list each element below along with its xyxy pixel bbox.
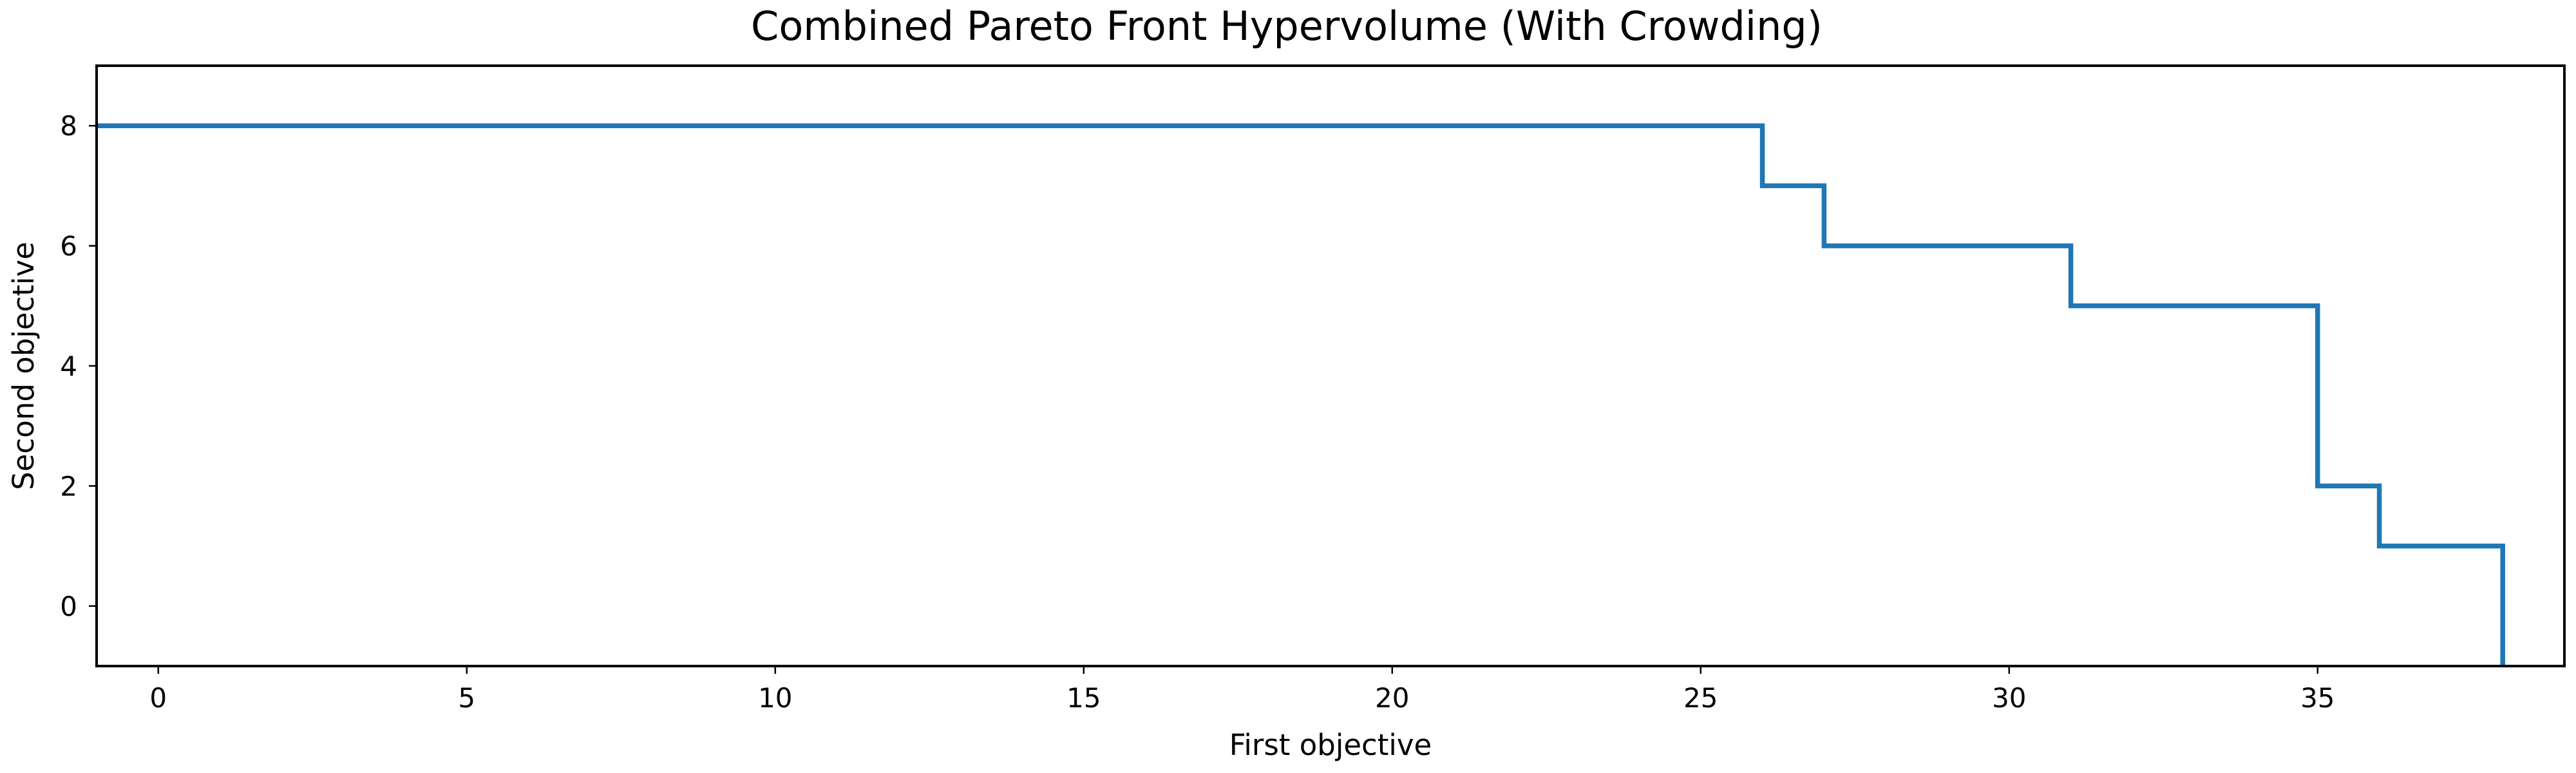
x-tick-label: 0 xyxy=(149,682,167,714)
series-layer xyxy=(97,123,2505,666)
x-axis-label: First objective xyxy=(1229,728,1432,762)
x-tick-label: 15 xyxy=(1066,682,1101,714)
x-tick-label: 30 xyxy=(1992,682,2026,714)
y-tick-label: 0 xyxy=(60,591,77,622)
y-axis-ticks: 0 2 4 6 8 xyxy=(60,110,97,622)
x-tick-label: 25 xyxy=(1683,682,1718,714)
plot-frame xyxy=(95,64,2566,667)
x-tick-label: 35 xyxy=(2300,682,2334,714)
x-tick-label: 10 xyxy=(758,682,792,714)
x-axis-ticks: 0 5 10 15 20 25 30 35 xyxy=(149,666,2335,714)
pareto-front-step-line xyxy=(97,123,2505,666)
y-tick-label: 2 xyxy=(60,470,77,502)
y-tick-label: 8 xyxy=(60,110,77,142)
x-tick-label: 5 xyxy=(458,682,475,714)
y-tick-label: 6 xyxy=(60,231,77,262)
y-axis-label: Second objective xyxy=(6,242,41,490)
y-tick-label: 4 xyxy=(60,350,77,382)
chart-title: Combined Pareto Front Hypervolume (With … xyxy=(751,3,1823,50)
x-tick-label: 20 xyxy=(1375,682,1409,714)
